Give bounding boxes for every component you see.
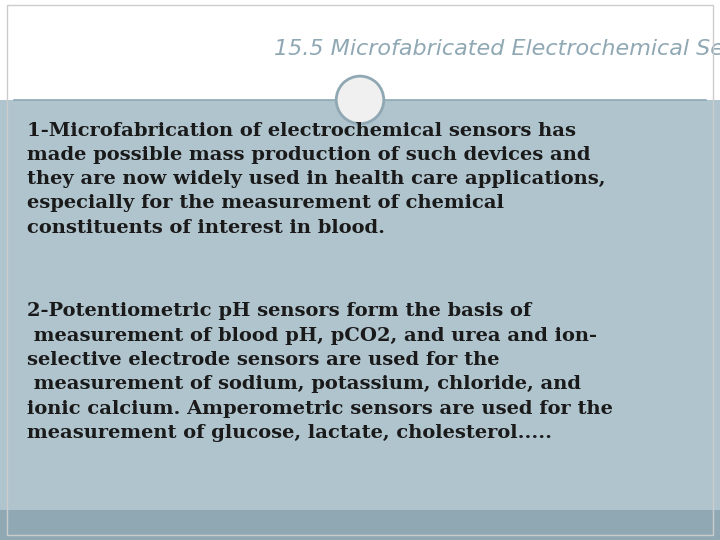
Text: 2-Potentiometric pH sensors form the basis of
 measurement of blood pH, pCO2, an: 2-Potentiometric pH sensors form the bas… bbox=[27, 302, 613, 442]
Ellipse shape bbox=[336, 76, 384, 124]
FancyBboxPatch shape bbox=[0, 100, 720, 510]
FancyBboxPatch shape bbox=[0, 0, 720, 100]
FancyBboxPatch shape bbox=[0, 510, 720, 540]
Text: 15.5 Microfabricated Electrochemical Sensors: 15.5 Microfabricated Electrochemical Sen… bbox=[274, 38, 720, 59]
Text: 1-Microfabrication of electrochemical sensors has
made possible mass production : 1-Microfabrication of electrochemical se… bbox=[27, 122, 606, 237]
